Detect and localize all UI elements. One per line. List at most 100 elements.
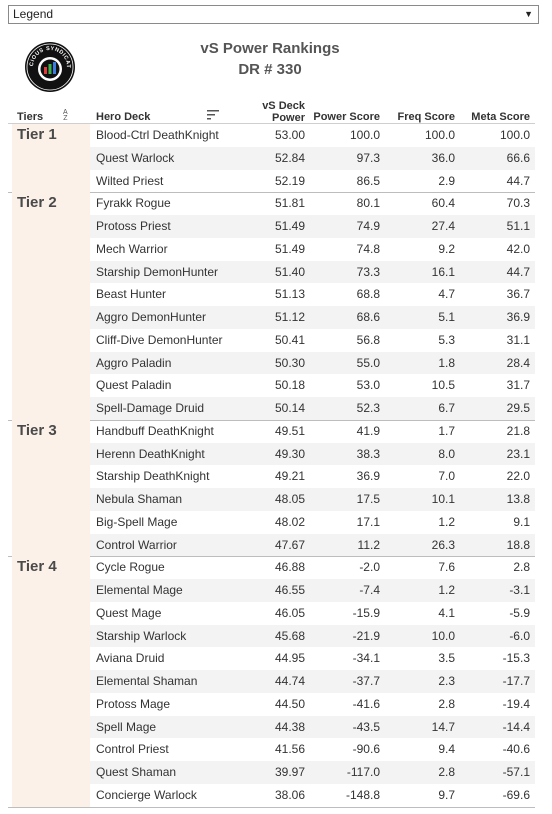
- table-row[interactable]: Starship DemonHunter 51.40 73.3 16.1 44.7: [90, 260, 535, 284]
- meta-score: -69.6: [502, 787, 530, 802]
- meta-score: 70.3: [506, 196, 530, 211]
- freq-score: 9.2: [438, 241, 455, 256]
- table-row[interactable]: Protoss Mage 44.50 -41.6 2.8 -19.4: [90, 693, 535, 716]
- column-header-meta-score[interactable]: Meta Score: [471, 111, 530, 123]
- power-score: -34.1: [352, 651, 380, 666]
- table-row[interactable]: Beast Hunter 51.13 68.8 4.7 36.7: [90, 283, 535, 306]
- table-row[interactable]: Concierge Warlock 38.06 -148.8 9.7 -69.6: [90, 784, 535, 807]
- deck-power: 51.40: [274, 264, 305, 279]
- table-row[interactable]: Elemental Shaman 44.74 -37.7 2.3 -17.7: [90, 670, 535, 693]
- freq-score: 100.0: [424, 128, 455, 142]
- meta-score: 31.1: [506, 332, 530, 347]
- power-score: -21.9: [352, 628, 380, 643]
- page-title: vS Power Rankings: [200, 40, 340, 57]
- table-row[interactable]: Aviana Druid 44.95 -34.1 3.5 -15.3: [90, 647, 535, 670]
- table-row[interactable]: Fyrakk Rogue 51.81 80.1 60.4 70.3: [90, 192, 535, 215]
- tier-band: [12, 419, 90, 557]
- column-header-tiers[interactable]: Tiers: [17, 111, 44, 123]
- column-header-power-line2: Power: [271, 112, 305, 124]
- table-row[interactable]: Nebula Shaman 48.05 17.5 10.1 13.8: [90, 488, 535, 511]
- power-score: -148.8: [345, 787, 380, 802]
- table-row[interactable]: Protoss Priest 51.49 74.9 27.4 51.1: [90, 215, 535, 238]
- table-row[interactable]: Starship Warlock 45.68 -21.9 10.0 -6.0: [90, 624, 535, 648]
- power-score: -43.5: [352, 719, 380, 734]
- deck-power: 51.49: [274, 241, 305, 256]
- table-row[interactable]: Blood-Ctrl DeathKnight 53.00 100.0 100.0 100…: [90, 124, 535, 147]
- column-header-freq-score[interactable]: Freq Score: [397, 111, 455, 123]
- meta-score: 44.7: [506, 264, 530, 279]
- power-score: 17.5: [356, 492, 380, 506]
- table-row[interactable]: Elemental Mage 46.55 -7.4 1.2 -3.1: [90, 579, 535, 602]
- freq-score: 36.0: [431, 150, 455, 165]
- meta-score: 9.1: [513, 514, 530, 529]
- deck-power: 38.06: [274, 787, 305, 802]
- sort-descending-icon[interactable]: [207, 109, 219, 121]
- deck-name: Aggro DemonHunter: [96, 310, 207, 324]
- table-row[interactable]: Big-Spell Mage 48.02 17.1 1.2 9.1: [90, 511, 535, 534]
- column-header-power[interactable]: vS Deck Power: [245, 100, 305, 124]
- table-row[interactable]: Quest Warlock 52.84 97.3 36.0 66.6: [90, 146, 535, 170]
- power-score: 74.8: [356, 241, 380, 256]
- freq-score: 14.7: [431, 719, 455, 734]
- tier-band: [12, 556, 90, 807]
- header-divider: [8, 123, 535, 124]
- table-row[interactable]: Cliff-Dive DemonHunter 50.41 56.8 5.3 31.1: [90, 329, 535, 352]
- deck-power: 50.41: [274, 332, 305, 347]
- table-row[interactable]: Mech Warrior 51.49 74.8 9.2 42.0: [90, 238, 535, 261]
- table-row[interactable]: Handbuff DeathKnight 49.51 41.9 1.7 21.8: [90, 420, 535, 443]
- table-row[interactable]: Control Warrior 47.67 11.2 26.3 18.8: [90, 533, 535, 557]
- column-header-power-line1: vS Deck: [262, 100, 305, 112]
- table-row[interactable]: Quest Paladin 50.18 53.0 10.5 31.7: [90, 374, 535, 397]
- meta-score: 36.9: [506, 310, 530, 324]
- freq-score: 26.3: [431, 537, 455, 552]
- tier-divider: [8, 556, 535, 558]
- freq-score: 7.0: [438, 469, 455, 484]
- table-row[interactable]: Aggro DemonHunter 51.12 68.6 5.1 36.9: [90, 306, 535, 329]
- deck-power: 44.50: [274, 696, 305, 711]
- deck-name: Quest Warlock: [96, 150, 175, 165]
- table-row[interactable]: Quest Shaman 39.97 -117.0 2.8 -57.1: [90, 761, 535, 784]
- table-row[interactable]: Spell-Damage Druid 50.14 52.3 6.7 29.5: [90, 397, 535, 420]
- power-score: 100.0: [349, 128, 380, 142]
- deck-power: 51.49: [274, 219, 305, 233]
- table-row[interactable]: Spell Mage 44.38 -43.5 14.7 -14.4: [90, 715, 535, 739]
- table-row[interactable]: Starship DeathKnight 49.21 36.9 7.0 22.0: [90, 465, 535, 488]
- chevron-down-icon[interactable]: ▼: [524, 9, 533, 19]
- table-row[interactable]: Cycle Rogue 46.88 -2.0 7.6 2.8: [90, 556, 535, 579]
- freq-score: 1.2: [438, 583, 455, 597]
- power-score: -90.6: [352, 742, 380, 757]
- freq-score: 1.8: [438, 355, 455, 370]
- power-score: -41.6: [352, 696, 380, 711]
- table-row[interactable]: Aggro Paladin 50.30 55.0 1.8 28.4: [90, 351, 535, 375]
- deck-name: Elemental Mage: [96, 583, 183, 597]
- freq-score: 2.8: [438, 696, 455, 711]
- table-row[interactable]: Control Priest 41.56 -90.6 9.4 -40.6: [90, 738, 535, 761]
- freq-score: 4.1: [438, 605, 455, 620]
- deck-power: 46.88: [274, 560, 305, 575]
- freq-score: 5.1: [438, 310, 455, 324]
- table-row[interactable]: Quest Mage 46.05 -15.9 4.1 -5.9: [90, 602, 535, 625]
- table-row[interactable]: Wilted Priest 52.19 86.5 2.9 44.7: [90, 170, 535, 193]
- meta-score: 2.8: [513, 560, 530, 575]
- column-header-deck[interactable]: Hero Deck: [96, 111, 151, 123]
- freq-score: 6.7: [438, 401, 455, 415]
- legend-dropdown[interactable]: Legend ▼: [8, 5, 539, 24]
- deck-name: Beast Hunter: [96, 287, 167, 302]
- meta-score: 29.5: [506, 401, 530, 415]
- freq-score: 3.5: [438, 651, 455, 666]
- column-header-power-score[interactable]: Power Score: [313, 111, 380, 123]
- meta-score: 28.4: [506, 355, 530, 370]
- deck-name: Fyrakk Rogue: [96, 196, 171, 211]
- deck-power: 44.74: [274, 674, 305, 688]
- power-score: 80.1: [356, 196, 380, 211]
- deck-name: Protoss Priest: [96, 219, 171, 233]
- meta-score: -5.9: [509, 605, 530, 620]
- deck-name: Aviana Druid: [96, 651, 165, 666]
- meta-score: -17.7: [502, 674, 530, 688]
- deck-power: 47.67: [274, 537, 305, 552]
- deck-name: Cliff-Dive DemonHunter: [96, 332, 223, 347]
- table-row[interactable]: Herenn DeathKnight 49.30 38.3 8.0 23.1: [90, 442, 535, 466]
- power-score: -2.0: [359, 560, 380, 575]
- deck-name: Aggro Paladin: [96, 355, 172, 370]
